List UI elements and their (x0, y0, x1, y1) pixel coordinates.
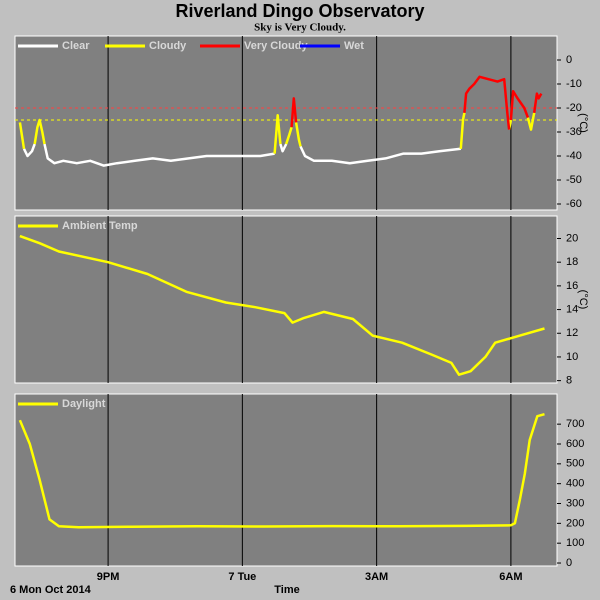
y-tick-label: -10 (566, 78, 582, 90)
y-tick-label: 500 (566, 458, 584, 470)
y-tick-label: 10 (566, 351, 578, 363)
plot-area (14, 393, 558, 567)
data-line (18, 122, 26, 149)
y-tick-label: -40 (566, 150, 582, 162)
x-axis-label: Time (274, 584, 299, 596)
plot-area (14, 35, 558, 211)
data-line (279, 143, 288, 153)
y-tick-label: -60 (566, 198, 582, 210)
legend-label: Very Cloudy (244, 40, 308, 52)
data-line (294, 122, 302, 147)
data-line (33, 118, 46, 145)
x-start-label: 6 Mon Oct 2014 (10, 584, 92, 596)
y-tick-label: 700 (566, 418, 584, 430)
y-tick-label: 14 (566, 303, 578, 315)
x-tick-label: 3AM (365, 571, 388, 583)
y-tick-label: 300 (566, 497, 584, 509)
y-tick-label: 16 (566, 280, 578, 292)
legend-label: Clear (62, 40, 90, 52)
data-line (273, 113, 282, 154)
y-tick-label: 0 (566, 54, 572, 66)
legend-label: Ambient Temp (62, 220, 138, 232)
y-tick-label: 100 (566, 537, 584, 549)
chart-subtitle: Sky is Very Cloudy. (254, 22, 346, 34)
y-tick-label: 20 (566, 232, 578, 244)
x-tick-label: 7 Tue (228, 571, 256, 583)
data-line (509, 89, 530, 121)
data-line (532, 92, 543, 113)
data-line (22, 143, 36, 158)
y-axis-label: (°C) (577, 113, 589, 133)
data-line (19, 234, 545, 376)
data-line (43, 143, 275, 167)
y-tick-label: 8 (566, 375, 572, 387)
y-tick-label: 18 (566, 256, 578, 268)
data-line (285, 126, 293, 145)
data-line (463, 75, 511, 130)
y-tick-label: 600 (566, 438, 584, 450)
y-tick-label: -50 (566, 174, 582, 186)
y-axis-label: (°C) (577, 290, 589, 310)
data-line (290, 97, 298, 128)
y-tick-label: -20 (566, 102, 582, 114)
data-line (459, 112, 466, 149)
y-tick-label: 400 (566, 478, 584, 490)
legend-label: Daylight (62, 398, 106, 410)
chart-title: Riverland Dingo Observatory (175, 1, 424, 21)
x-tick-label: 6AM (499, 571, 522, 583)
y-tick-label: 0 (566, 557, 572, 569)
data-line (18, 412, 545, 529)
legend-label: Cloudy (149, 40, 187, 52)
plot-area (14, 215, 558, 384)
y-tick-label: 12 (566, 327, 578, 339)
y-tick-label: 200 (566, 517, 584, 529)
legend-label: Wet (344, 40, 364, 52)
data-line (299, 145, 461, 165)
data-line (526, 112, 536, 131)
y-tick-label: -30 (566, 126, 582, 138)
x-tick-label: 9PM (97, 571, 120, 583)
